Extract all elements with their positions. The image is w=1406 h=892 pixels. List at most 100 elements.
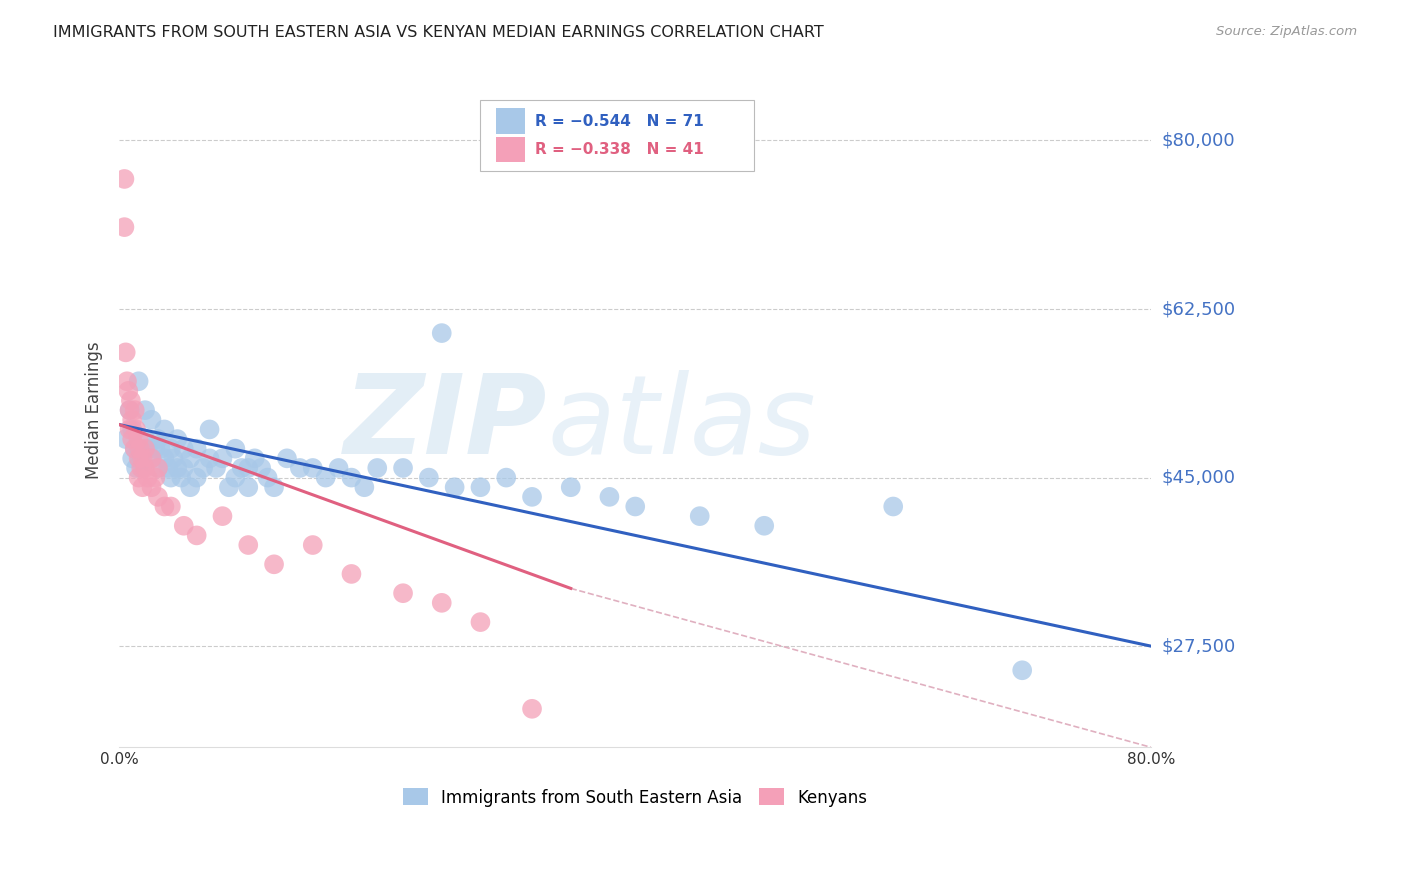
Text: ZIP: ZIP <box>344 370 547 477</box>
Point <box>288 461 311 475</box>
Point <box>392 586 415 600</box>
Text: Source: ZipAtlas.com: Source: ZipAtlas.com <box>1216 25 1357 38</box>
Point <box>430 596 453 610</box>
Point <box>129 451 152 466</box>
Point <box>160 470 183 484</box>
Point <box>243 451 266 466</box>
Point <box>146 461 169 475</box>
Point <box>134 432 156 446</box>
Point <box>129 442 152 456</box>
Point <box>160 442 183 456</box>
Point <box>520 490 543 504</box>
Point <box>166 432 188 446</box>
Point <box>301 461 323 475</box>
Point <box>301 538 323 552</box>
Point <box>145 442 167 456</box>
Point <box>120 393 142 408</box>
Point <box>224 470 246 484</box>
Point <box>315 470 337 484</box>
Point <box>131 480 153 494</box>
Point <box>141 451 163 466</box>
Point <box>131 461 153 475</box>
Point <box>224 442 246 456</box>
Point <box>121 413 143 427</box>
Point <box>153 422 176 436</box>
Point <box>118 403 141 417</box>
Point <box>882 500 904 514</box>
Point <box>117 384 139 398</box>
Point <box>121 432 143 446</box>
Point <box>238 480 260 494</box>
Point <box>179 480 201 494</box>
Point <box>121 451 143 466</box>
Point <box>114 220 136 235</box>
Point <box>128 442 150 456</box>
Point <box>353 480 375 494</box>
Point <box>146 490 169 504</box>
Point <box>238 461 260 475</box>
Text: R = −0.338   N = 41: R = −0.338 N = 41 <box>536 142 704 157</box>
Point <box>134 403 156 417</box>
Point <box>231 461 253 475</box>
Point <box>256 470 278 484</box>
Point <box>689 509 711 524</box>
Point <box>162 451 184 466</box>
Point <box>141 413 163 427</box>
Point <box>205 461 228 475</box>
Point <box>418 470 440 484</box>
Point <box>134 442 156 456</box>
Point <box>125 461 148 475</box>
FancyBboxPatch shape <box>481 100 754 170</box>
Point <box>115 374 138 388</box>
Point <box>250 461 273 475</box>
Point <box>430 326 453 340</box>
Point <box>118 403 141 417</box>
Point <box>125 422 148 436</box>
Point <box>131 451 153 466</box>
Point <box>560 480 582 494</box>
Point <box>114 432 136 446</box>
Point <box>173 518 195 533</box>
Point <box>128 451 150 466</box>
Text: $27,500: $27,500 <box>1161 637 1236 656</box>
Point <box>124 403 146 417</box>
Point <box>238 538 260 552</box>
Point <box>276 451 298 466</box>
Point <box>173 442 195 456</box>
Point <box>470 615 492 629</box>
Point <box>128 470 150 484</box>
Point <box>166 461 188 475</box>
Point <box>141 480 163 494</box>
Point <box>170 470 193 484</box>
Point <box>198 422 221 436</box>
Point <box>118 422 141 436</box>
Point <box>366 461 388 475</box>
Text: $80,000: $80,000 <box>1161 131 1234 150</box>
Point <box>128 432 150 446</box>
Point <box>186 528 208 542</box>
Point <box>136 442 159 456</box>
Point <box>186 470 208 484</box>
Text: atlas: atlas <box>547 370 815 477</box>
Point <box>495 470 517 484</box>
Point <box>160 500 183 514</box>
Point <box>153 500 176 514</box>
Point <box>149 442 172 456</box>
Point <box>470 480 492 494</box>
Point <box>179 451 201 466</box>
Point <box>754 518 776 533</box>
Point <box>146 432 169 446</box>
Point <box>186 442 208 456</box>
Text: R = −0.544   N = 71: R = −0.544 N = 71 <box>536 114 704 128</box>
Legend: Immigrants from South Eastern Asia, Kenyans: Immigrants from South Eastern Asia, Keny… <box>396 781 875 814</box>
Point <box>598 490 620 504</box>
Y-axis label: Median Earnings: Median Earnings <box>86 342 103 479</box>
Point <box>114 172 136 186</box>
Point <box>443 480 465 494</box>
Point <box>136 470 159 484</box>
Point <box>134 461 156 475</box>
Text: IMMIGRANTS FROM SOUTH EASTERN ASIA VS KENYAN MEDIAN EARNINGS CORRELATION CHART: IMMIGRANTS FROM SOUTH EASTERN ASIA VS KE… <box>53 25 824 40</box>
Point <box>145 470 167 484</box>
Point <box>129 461 152 475</box>
Point <box>263 558 285 572</box>
